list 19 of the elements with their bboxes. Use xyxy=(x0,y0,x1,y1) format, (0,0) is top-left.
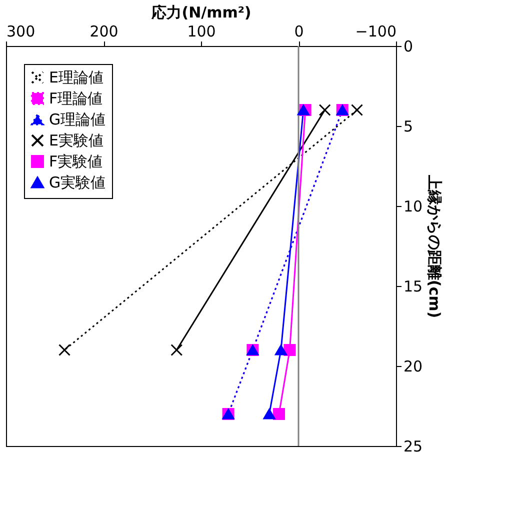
x-tick-label: 0 xyxy=(294,22,304,40)
y-tick-label: 15 xyxy=(404,278,423,296)
legend-label: G理論値 xyxy=(49,110,106,128)
y-axis-title: 上縁からの距離(cm) xyxy=(426,174,444,318)
x-tick-label: −100 xyxy=(355,22,396,40)
y-tick-label: 0 xyxy=(404,38,414,56)
legend-label: F理論値 xyxy=(49,90,103,108)
y-tick-label: 25 xyxy=(404,438,423,456)
y-tick-label: 5 xyxy=(404,118,414,136)
x-tick-label: 100 xyxy=(187,22,216,40)
x-axis-title: 応力(N/mm²) xyxy=(150,4,252,22)
x-tick-label: 300 xyxy=(6,22,36,40)
x-tick-label: 200 xyxy=(90,22,118,40)
y-tick-label: 20 xyxy=(404,358,423,376)
y-tick-label: 10 xyxy=(404,198,423,216)
legend-label: E理論値 xyxy=(49,68,104,86)
legend-label: G実験値 xyxy=(49,174,106,192)
legend-label: F実験値 xyxy=(49,152,103,170)
legend-label: E実験値 xyxy=(49,132,104,150)
